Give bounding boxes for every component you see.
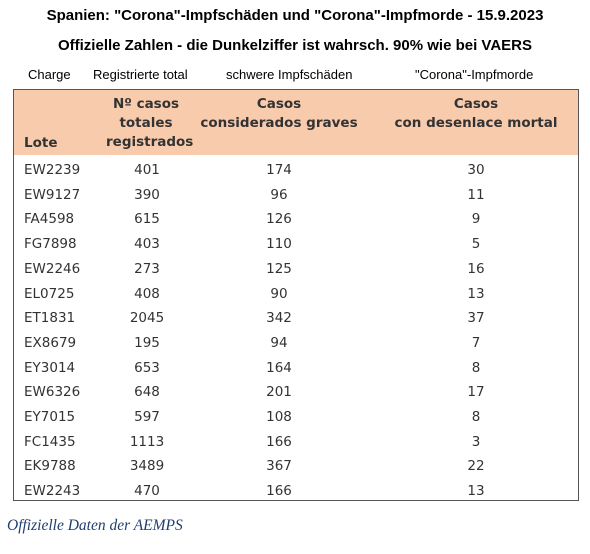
cell-mortal: 3 bbox=[471, 433, 481, 450]
table-row: EX8679 195 94 7 bbox=[14, 331, 578, 356]
cell-graves: 125 bbox=[266, 260, 292, 277]
header-casos-totales-line-2: totales bbox=[119, 115, 173, 131]
cell-casos-totales: 195 bbox=[134, 334, 160, 351]
table-row: EK9788 3489 367 22 bbox=[14, 454, 578, 479]
cell-mortal: 9 bbox=[471, 211, 481, 228]
cell-graves: 96 bbox=[270, 186, 288, 203]
cell-lote: EW2246 bbox=[24, 260, 81, 277]
header-graves-line-1: Casos bbox=[256, 96, 302, 112]
cell-mortal: 13 bbox=[467, 483, 485, 500]
cell-casos-totales: 2045 bbox=[129, 310, 165, 327]
cell-casos-totales: 615 bbox=[134, 211, 160, 228]
cell-graves: 174 bbox=[266, 162, 292, 178]
cell-casos-totales: 401 bbox=[134, 162, 160, 178]
cell-casos-totales: 273 bbox=[134, 260, 160, 277]
cell-casos-totales: 1113 bbox=[129, 433, 165, 450]
table-row: FC1435 1113 166 3 bbox=[14, 430, 578, 455]
header-casos-totales-line-1: Nº casos bbox=[112, 96, 180, 112]
cell-casos-totales: 653 bbox=[134, 359, 160, 376]
header-casos-totales: Nº casos totales registrados bbox=[106, 95, 194, 152]
header-casos-totales-line-3: registrados bbox=[106, 134, 194, 150]
cell-graves: 90 bbox=[270, 285, 288, 302]
lot-table: Lote Nº casos totales registrados Casos … bbox=[13, 89, 579, 501]
cell-lote: FG7898 bbox=[24, 236, 77, 253]
table-header: Lote Nº casos totales registrados Casos … bbox=[14, 90, 578, 155]
table-row: EW9127 390 96 11 bbox=[14, 183, 578, 208]
cell-mortal: 11 bbox=[467, 186, 485, 203]
header-mortal-line-2: con desenlace mortal bbox=[394, 115, 558, 131]
cell-casos-totales: 470 bbox=[134, 483, 160, 500]
cell-lote: EL0725 bbox=[24, 285, 75, 302]
cell-graves: 166 bbox=[266, 483, 292, 500]
german-header-registrierte-total: Registrierte total bbox=[93, 67, 188, 82]
header-mortal: Casos con desenlace mortal bbox=[386, 95, 566, 133]
table-row: EW2239 401 174 30 bbox=[14, 158, 578, 183]
cell-lote: EW9127 bbox=[24, 186, 81, 203]
table-row: FG7898 403 110 5 bbox=[14, 232, 578, 257]
cell-lote: EW2239 bbox=[24, 162, 81, 178]
table-row: EL0725 408 90 13 bbox=[14, 282, 578, 307]
cell-lote: EW2243 bbox=[24, 483, 81, 500]
cell-mortal: 13 bbox=[467, 285, 485, 302]
header-graves-line-2: considerados graves bbox=[200, 115, 358, 131]
cell-mortal: 8 bbox=[471, 359, 481, 376]
header-graves: Casos considerados graves bbox=[194, 95, 364, 133]
cell-mortal: 8 bbox=[471, 409, 481, 425]
cell-mortal: 5 bbox=[471, 236, 481, 253]
cell-casos-totales: 3489 bbox=[129, 458, 165, 475]
cell-mortal: 17 bbox=[467, 384, 485, 401]
cell-graves: 342 bbox=[266, 310, 292, 327]
cell-lote: FA4598 bbox=[24, 211, 75, 228]
cell-casos-totales: 390 bbox=[134, 186, 160, 203]
table-row: EW2243 470 166 13 bbox=[14, 479, 578, 504]
cell-graves: 166 bbox=[266, 433, 292, 450]
table-row: ET1831 2045 342 37 bbox=[14, 306, 578, 331]
cell-lote: EK9788 bbox=[24, 458, 76, 475]
cell-graves: 126 bbox=[266, 211, 292, 228]
table-row: EW2246 273 125 16 bbox=[14, 257, 578, 282]
cell-mortal: 30 bbox=[467, 162, 485, 178]
cell-graves: 164 bbox=[266, 359, 292, 376]
german-header-impfmorde: "Corona"-Impfmorde bbox=[415, 67, 534, 82]
title-line-1: Spanien: "Corona"-Impfschäden und "Coron… bbox=[46, 7, 544, 24]
cell-mortal: 7 bbox=[471, 334, 481, 351]
cell-casos-totales: 648 bbox=[134, 384, 160, 401]
cell-graves: 110 bbox=[266, 236, 292, 253]
table-row: EY7015 597 108 8 bbox=[14, 405, 578, 430]
cell-casos-totales: 408 bbox=[134, 285, 160, 302]
table-row: EY3014 653 164 8 bbox=[14, 356, 578, 381]
cell-casos-totales: 597 bbox=[134, 409, 160, 425]
cell-graves: 201 bbox=[266, 384, 292, 401]
table-row: FA4598 615 126 9 bbox=[14, 207, 578, 232]
german-header-charge: Charge bbox=[28, 67, 71, 82]
cell-lote: ET1831 bbox=[24, 310, 76, 327]
cell-lote: EX8679 bbox=[24, 334, 77, 351]
german-header-schwere: schwere Impfschäden bbox=[226, 67, 353, 82]
cell-lote: EY7015 bbox=[24, 409, 76, 425]
source-footnote: Offizielle Daten der AEMPS bbox=[7, 517, 183, 534]
header-mortal-line-1: Casos bbox=[453, 96, 499, 112]
table-row: EW6326 648 201 17 bbox=[14, 380, 578, 405]
header-lote: Lote bbox=[24, 135, 58, 151]
cell-mortal: 37 bbox=[467, 310, 485, 327]
cell-casos-totales: 403 bbox=[134, 236, 160, 253]
cell-mortal: 16 bbox=[467, 260, 485, 277]
cell-lote: EW6326 bbox=[24, 384, 81, 401]
cell-lote: FC1435 bbox=[24, 433, 76, 450]
cell-graves: 367 bbox=[266, 458, 292, 475]
cell-graves: 108 bbox=[266, 409, 292, 425]
cell-lote: EY3014 bbox=[24, 359, 76, 376]
cell-graves: 94 bbox=[270, 334, 288, 351]
title-line-2: Offizielle Zahlen - die Dunkelziffer ist… bbox=[57, 37, 532, 54]
cell-mortal: 22 bbox=[467, 458, 485, 475]
